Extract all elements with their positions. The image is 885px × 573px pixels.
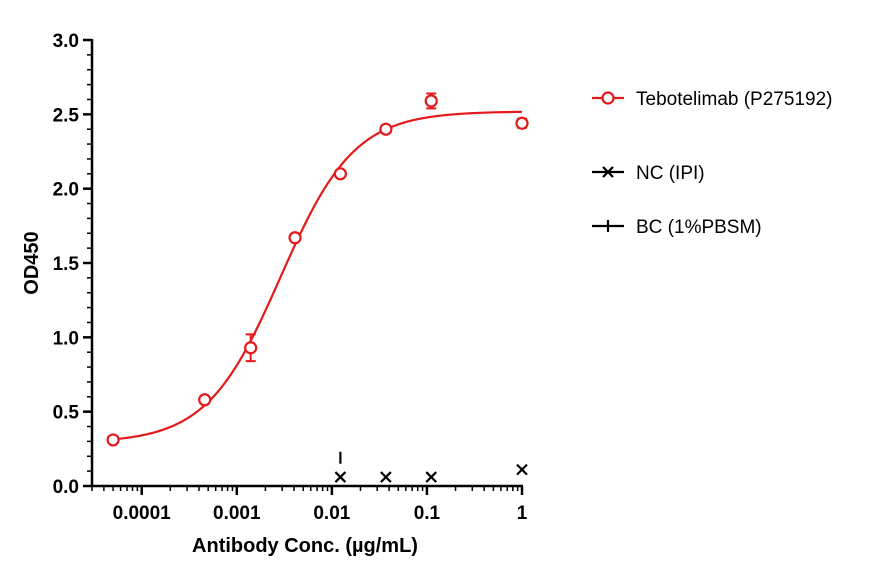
legend: Tebotelimab (P275192) NC (IPI) BC (1%PBSM) — [592, 89, 832, 238]
y-axis-title: OD450 — [21, 231, 43, 294]
data-point — [288, 231, 302, 245]
series-x — [334, 463, 528, 483]
x-stroke — [380, 471, 392, 483]
y-tick-label: 1.0 — [53, 328, 79, 349]
y-tick-label: 1.5 — [53, 254, 80, 275]
x-axis-title: Antibody Conc. (µg/mL) — [192, 535, 418, 557]
legend-marker — [602, 166, 614, 178]
legend-label: NC (IPI) — [636, 163, 705, 184]
data-point — [334, 471, 347, 483]
plot-area — [106, 92, 529, 483]
x-tick-label: 0.0001 — [113, 503, 172, 524]
series-open-circle — [106, 92, 529, 447]
fit-curve — [112, 110, 523, 441]
axes: 0.0 0.5 1.0 1.5 2.0 2.5 3.0 0.0001 0.001 0.01 0.1… — [53, 31, 528, 524]
x-ticks: 0.0001 0.001 0.01 0.1 1 — [91, 486, 528, 524]
legend-label: BC (1%PBSM) — [636, 217, 762, 238]
legend-item: NC (IPI) — [592, 163, 705, 184]
data-point — [379, 122, 393, 136]
data-point — [380, 471, 392, 483]
legend-item: BC (1%PBSM) — [592, 217, 762, 238]
data-point — [516, 463, 528, 476]
data-point — [198, 393, 212, 407]
x-stroke — [516, 463, 528, 476]
x-stroke — [334, 471, 347, 483]
x-tick-label: 1 — [517, 503, 528, 524]
data-point — [424, 94, 438, 108]
data-point — [425, 471, 438, 483]
x-stroke — [425, 471, 438, 483]
data-point — [106, 433, 120, 447]
y-ticks: 0.0 0.5 1.0 1.5 2.0 2.5 3.0 — [53, 31, 92, 498]
legend-item: Tebotelimab (P275192) — [592, 89, 832, 110]
y-tick-label: 2.0 — [53, 180, 79, 201]
y-tick-label: 0.5 — [53, 403, 80, 424]
x-tick-label: 0.01 — [313, 503, 350, 524]
legend-marker — [601, 91, 615, 105]
y-tick-label: 3.0 — [53, 31, 79, 52]
x-tick-label: 0.001 — [213, 503, 261, 524]
x-stroke — [602, 166, 614, 178]
y-tick-label: 2.5 — [53, 105, 80, 126]
y-tick-label: 0.0 — [53, 477, 79, 498]
legend-label: Tebotelimab (P275192) — [636, 89, 832, 110]
x-tick-label: 0.1 — [414, 503, 441, 524]
data-point — [244, 341, 258, 355]
data-point — [515, 116, 529, 130]
data-point — [333, 167, 348, 181]
